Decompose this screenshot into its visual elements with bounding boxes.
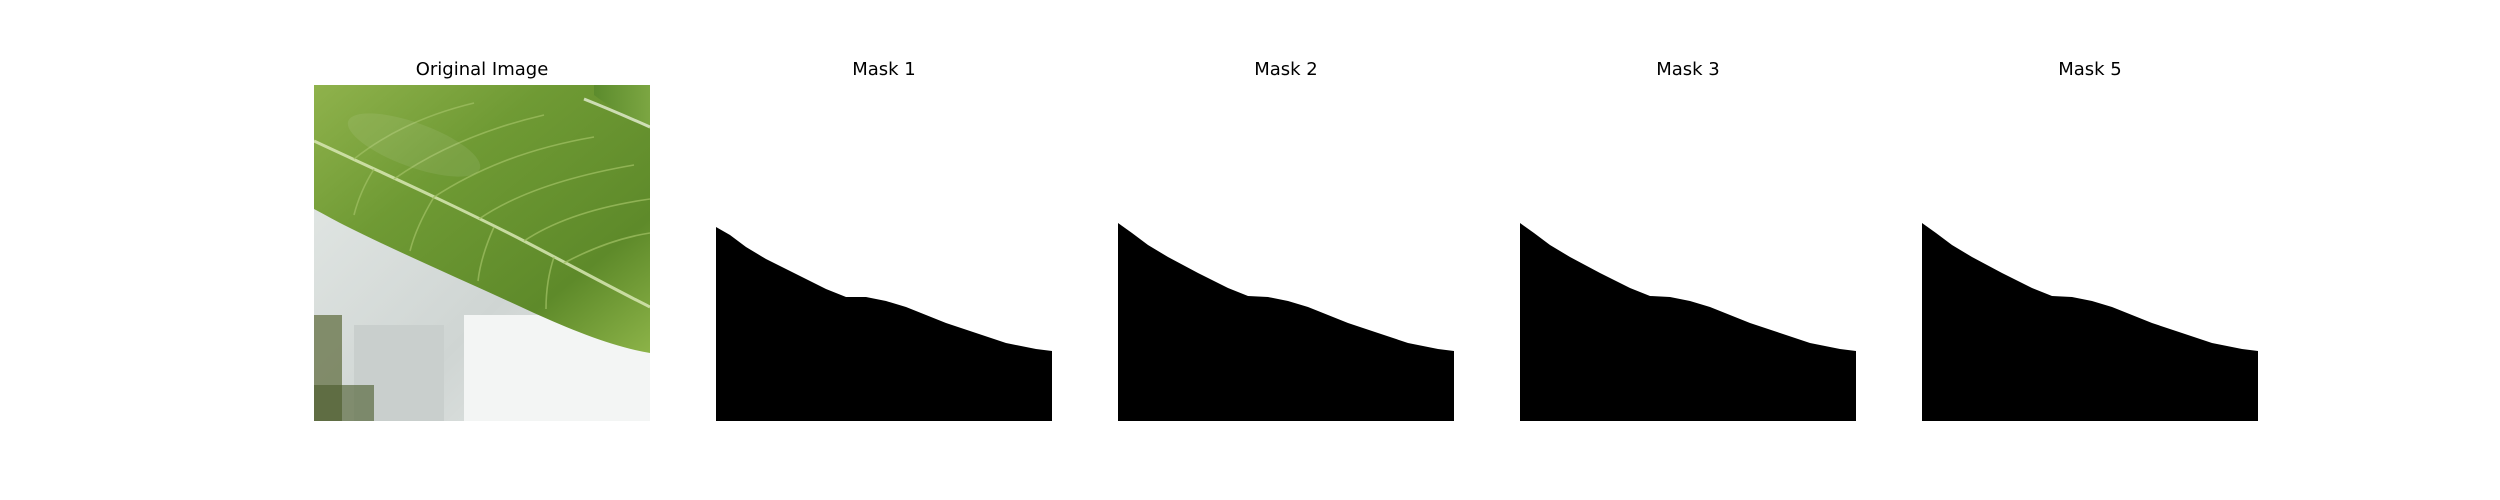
mask-2-region [1118,223,1454,421]
panel-title: Mask 2 [1254,59,1318,80]
panel-title: Original Image [415,59,549,80]
mask-1-image [716,85,1052,421]
mask-2-image [1118,85,1454,421]
mask-5-region [1922,223,2258,421]
original-leaf-photo [314,85,650,421]
mask-3-image [1520,85,1856,421]
panel-title: Mask 1 [852,59,916,80]
panel-title: Mask 5 [2058,59,2122,80]
mask-1-region [716,227,1052,421]
mask-3-region [1520,223,1856,421]
mask-5-image [1922,85,2258,421]
panel-title: Mask 3 [1656,59,1720,80]
